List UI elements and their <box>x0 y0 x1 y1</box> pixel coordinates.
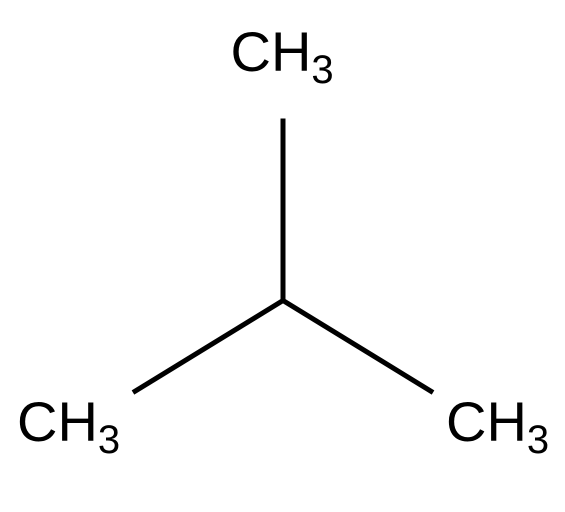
label-left: CH3 <box>17 394 120 450</box>
label-top-sub: 3 <box>311 50 333 90</box>
bond-right <box>282 298 435 394</box>
label-left-sub: 3 <box>98 420 120 460</box>
label-top-base: CH <box>231 20 312 83</box>
label-right-sub: 3 <box>527 420 549 460</box>
label-left-base: CH <box>17 390 98 453</box>
label-top: CH3 <box>231 24 334 80</box>
label-right: CH3 <box>446 394 549 450</box>
bond-vertical <box>281 118 286 300</box>
bond-left <box>132 298 285 394</box>
label-right-base: CH <box>446 390 527 453</box>
molecule-canvas: CH3 CH3 CH3 <box>0 0 565 512</box>
